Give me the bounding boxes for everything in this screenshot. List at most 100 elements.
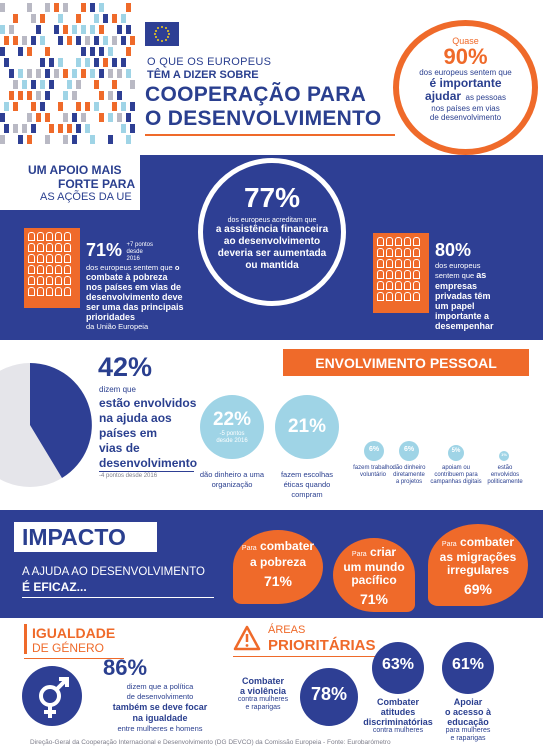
priority-item-2-circle: 63%	[372, 642, 424, 694]
personal-item-3-circle: 6%	[364, 441, 384, 461]
crowd-person-icon	[117, 113, 122, 122]
person-outline-icon	[46, 232, 53, 241]
crowd-person-icon	[76, 36, 81, 45]
crowd-person-icon	[0, 47, 5, 56]
crowd-person-icon	[36, 25, 41, 34]
priority-item-3-l4: para mulheres	[445, 727, 491, 734]
priority-item-3-l1: Apoiar	[453, 697, 483, 707]
crowd-person-icon	[36, 91, 41, 100]
crowd-person-icon	[126, 113, 131, 122]
crowd-person-icon	[103, 58, 108, 67]
personal-item-6-label: estão envolvidos politicamente	[487, 465, 523, 485]
people-grid-icon-right	[373, 233, 429, 313]
impact-bubble-3-l3: irregulares	[446, 563, 510, 577]
priority-item-3-l5: e raparigas	[450, 735, 486, 742]
person-outline-icon	[386, 248, 393, 257]
crowd-person-icon	[22, 80, 27, 89]
personal-pie-icon	[0, 363, 92, 487]
person-outline-icon	[377, 292, 384, 301]
crowd-person-icon	[72, 25, 77, 34]
crowd-person-icon	[108, 135, 113, 144]
crowd-illustration	[0, 0, 135, 150]
person-outline-icon	[413, 237, 420, 246]
priority-item-2-value: 63%	[381, 656, 415, 673]
crowd-person-icon	[90, 3, 95, 12]
crowd-person-icon	[0, 3, 5, 12]
crowd-person-icon	[99, 69, 104, 78]
crowd-person-icon	[121, 124, 126, 133]
person-outline-icon	[386, 237, 393, 246]
left-stat-t2: o	[174, 263, 180, 272]
person-outline-icon	[46, 254, 53, 263]
personal-value: 42%	[98, 352, 153, 382]
person-outline-icon	[37, 265, 44, 274]
crowd-person-icon	[81, 113, 86, 122]
person-outline-icon	[64, 276, 71, 285]
crowd-person-icon	[108, 69, 113, 78]
top-stat-t3: ajudar	[425, 89, 462, 103]
crowd-person-icon	[90, 25, 95, 34]
person-outline-icon	[377, 259, 384, 268]
crowd-person-icon	[112, 58, 117, 67]
right-stat-t2: sentem que	[435, 271, 475, 280]
crowd-person-icon	[103, 14, 108, 23]
support-heading3: AS AÇÕES DA UE	[40, 191, 132, 203]
crowd-person-icon	[13, 36, 18, 45]
crowd-person-icon	[27, 69, 32, 78]
crowd-person-icon	[18, 47, 23, 56]
personal-item-5-value: 5%	[451, 448, 461, 454]
top-stat-circle: Quase 90% dos europeus sentem que é impo…	[393, 20, 538, 155]
left-stat-value: 71%	[86, 240, 123, 260]
crowd-person-icon	[99, 47, 104, 56]
gender-heading1: IGUALDADE	[32, 625, 116, 641]
crowd-person-icon	[54, 25, 59, 34]
footer-source: Direção-Geral da Cooperação Internaciona…	[30, 739, 391, 746]
crowd-person-icon	[27, 91, 32, 100]
person-outline-icon	[413, 281, 420, 290]
personal-t2: estão envolvidos	[99, 396, 197, 410]
crowd-person-icon	[13, 102, 18, 111]
crowd-person-icon	[99, 113, 104, 122]
crowd-person-icon	[27, 3, 32, 12]
impact-bubble-2-l3: pacífico	[351, 573, 397, 587]
header-line1: O QUE OS EUROPEUS	[147, 56, 272, 68]
page-title-line2: O DESENVOLVIMENTO	[145, 107, 382, 130]
person-outline-icon	[28, 265, 35, 274]
priority-heading1: ÁREAS	[268, 624, 306, 636]
crowd-person-icon	[85, 102, 90, 111]
personal-item-5-label: apoiam ou contribuem para campanhas digi…	[430, 465, 482, 485]
crowd-person-icon	[36, 69, 41, 78]
crowd-person-icon	[130, 80, 135, 89]
crowd-person-icon	[58, 124, 63, 133]
impact-bubble-3-l2: as migrações	[439, 550, 517, 564]
left-stat-t1: dos europeus sentem que	[86, 263, 173, 272]
person-outline-icon	[404, 281, 411, 290]
crowd-person-icon	[36, 113, 41, 122]
crowd-person-icon	[4, 102, 9, 111]
right-stat-value: 80%	[435, 240, 472, 260]
crowd-person-icon	[67, 80, 72, 89]
person-outline-icon	[55, 265, 62, 274]
person-outline-icon	[28, 243, 35, 252]
personal-underline	[99, 471, 194, 472]
impact-bubble-3-pre: Para	[441, 541, 457, 548]
personal-item-4-circle: 6%	[399, 441, 419, 461]
person-outline-icon	[28, 276, 35, 285]
person-outline-icon	[55, 232, 62, 241]
crowd-person-icon	[76, 58, 81, 67]
crowd-person-icon	[9, 25, 14, 34]
priority-item-1-l1: Combater	[241, 676, 284, 686]
left-stat-t8: da União Europeia	[86, 322, 149, 331]
header-line2: TÊM A DIZER SOBRE	[147, 69, 259, 81]
center-stat-value: 77%	[243, 182, 301, 213]
crowd-person-icon	[40, 14, 45, 23]
crowd-person-icon	[49, 124, 54, 133]
person-outline-icon	[46, 265, 53, 274]
person-outline-icon	[395, 292, 402, 301]
personal-item-1-change: -5 pontos desde 2016	[216, 431, 248, 444]
crowd-person-icon	[40, 58, 45, 67]
crowd-person-icon	[112, 102, 117, 111]
crowd-person-icon	[108, 47, 113, 56]
crowd-person-icon	[85, 36, 90, 45]
priority-item-2-l4: contra mulheres	[372, 727, 424, 734]
